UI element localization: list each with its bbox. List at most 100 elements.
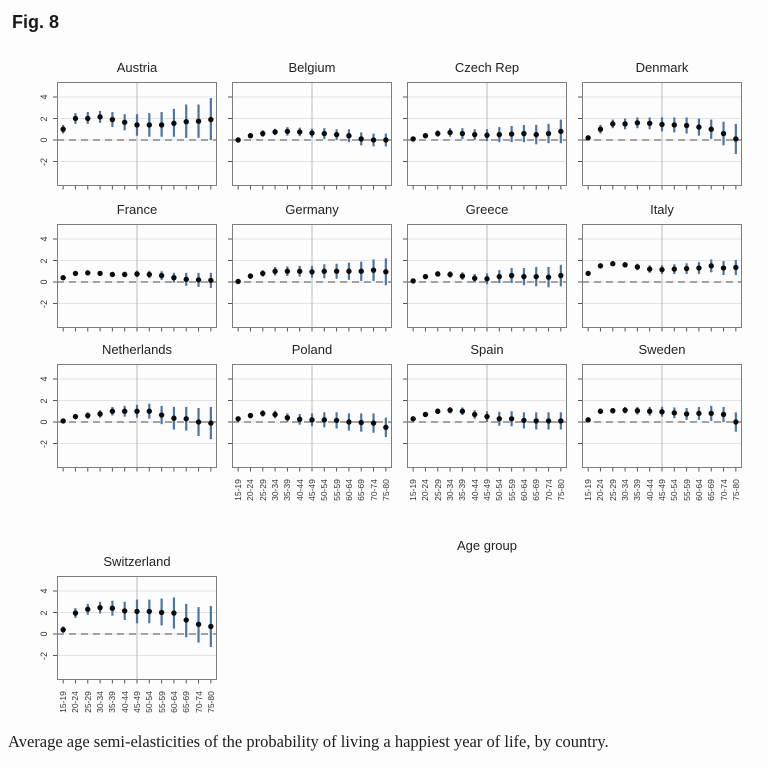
point-estimate [97, 411, 103, 417]
point-estimate [309, 417, 315, 423]
point-estimate [708, 126, 714, 132]
point-estimate [471, 275, 478, 281]
x-tick-label: 70-74 [543, 479, 554, 501]
y-tick-label: -2 [39, 299, 49, 308]
point-estimate [146, 408, 153, 414]
point-estimate [597, 263, 604, 269]
point-estimate [370, 420, 377, 426]
point-estimate [484, 276, 490, 282]
x-tick-label: 15-19 [583, 479, 594, 501]
point-estimate [533, 273, 539, 280]
point-estimate [471, 131, 478, 138]
point-estimate [622, 262, 628, 268]
point-estimate [720, 411, 727, 418]
panel-border [232, 82, 392, 186]
point-estimate [622, 121, 628, 127]
point-estimate [370, 137, 377, 143]
point-estimate [659, 409, 665, 415]
point-estimate [696, 265, 702, 271]
x-axis-title: Age group [457, 538, 517, 553]
point-estimate [508, 272, 515, 279]
x-tick-label: 70-74 [368, 479, 379, 501]
point-estimate [72, 270, 79, 277]
y-tick-label: -2 [39, 439, 49, 448]
point-estimate [121, 271, 128, 278]
point-estimate [646, 408, 653, 414]
point-estimate [72, 610, 79, 616]
x-tick-label: 50-54 [494, 479, 505, 501]
x-tick-label: 60-64 [343, 479, 354, 501]
point-estimate [496, 273, 503, 280]
point-estimate [597, 126, 604, 132]
point-estimate [597, 408, 604, 414]
point-estimate [208, 277, 214, 284]
point-estimate [158, 272, 165, 279]
x-tick-label: 60-64 [168, 691, 179, 713]
point-estimate [171, 610, 177, 616]
point-estimate [533, 418, 539, 424]
point-estimate [558, 128, 564, 135]
point-estimate [435, 408, 441, 414]
x-tick-label: 60-64 [693, 479, 704, 501]
point-estimate [60, 275, 66, 281]
point-estimate [508, 416, 515, 422]
x-tick-label: 35-39 [632, 479, 643, 501]
y-tick-label: 0 [39, 279, 49, 285]
point-estimate [622, 407, 628, 413]
point-estimate [260, 270, 266, 277]
panel-title: Czech Rep [454, 60, 520, 75]
panel-plot [228, 364, 392, 472]
x-tick-label: 65-69 [356, 479, 367, 501]
x-tick-label: 15-19 [233, 479, 244, 501]
point-estimate [383, 269, 389, 275]
panel-title: Poland [291, 342, 333, 357]
point-estimate [346, 133, 352, 139]
point-estimate [521, 273, 527, 280]
x-tick-label: 55-59 [506, 479, 517, 501]
point-estimate [309, 130, 315, 136]
point-estimate [247, 412, 254, 419]
panel-plot [578, 224, 742, 332]
y-tick-label: 2 [39, 115, 49, 122]
point-estimate [683, 122, 690, 129]
panel-plot [53, 576, 217, 684]
x-tick-label: 50-54 [144, 691, 155, 713]
x-tick-label: 65-69 [531, 479, 542, 501]
x-tick-label: 15-19 [408, 479, 419, 501]
point-estimate [158, 122, 165, 128]
point-estimate [370, 267, 377, 273]
point-estimate [85, 115, 91, 122]
point-estimate [284, 415, 291, 421]
point-estimate [158, 609, 165, 616]
panel-border [57, 364, 217, 468]
point-estimate [85, 606, 91, 612]
figure-number-label: Fig. 8 [12, 12, 60, 32]
point-estimate [321, 417, 328, 423]
x-tick-label: 35-39 [457, 479, 468, 501]
point-estimate [696, 410, 702, 417]
point-estimate [558, 418, 564, 424]
point-estimate [610, 121, 616, 127]
point-estimate [447, 129, 453, 136]
point-estimate [183, 617, 189, 623]
y-tick-label: 4 [39, 94, 49, 100]
panel-greece: Greece [403, 202, 567, 332]
point-estimate [60, 126, 66, 132]
point-estimate [171, 415, 177, 421]
y-tick-label: 0 [39, 137, 49, 143]
point-estimate [422, 273, 429, 280]
point-estimate [296, 129, 303, 135]
x-tick-label: 50-54 [319, 479, 330, 501]
panel-title: Germany [285, 202, 339, 217]
panel-title: Austria [116, 60, 158, 75]
point-estimate [208, 420, 214, 426]
point-estimate [60, 418, 66, 424]
point-estimate [146, 608, 153, 615]
point-estimate [671, 122, 678, 128]
x-tick-label: 25-29 [257, 479, 268, 501]
point-estimate [422, 133, 429, 139]
point-estimate [109, 116, 116, 123]
point-estimate [171, 120, 177, 127]
point-estimate [284, 128, 291, 135]
panel-poland: Poland 15-19 20-24 25-29 30-34 35-39 40-44 45-4… [228, 342, 392, 512]
